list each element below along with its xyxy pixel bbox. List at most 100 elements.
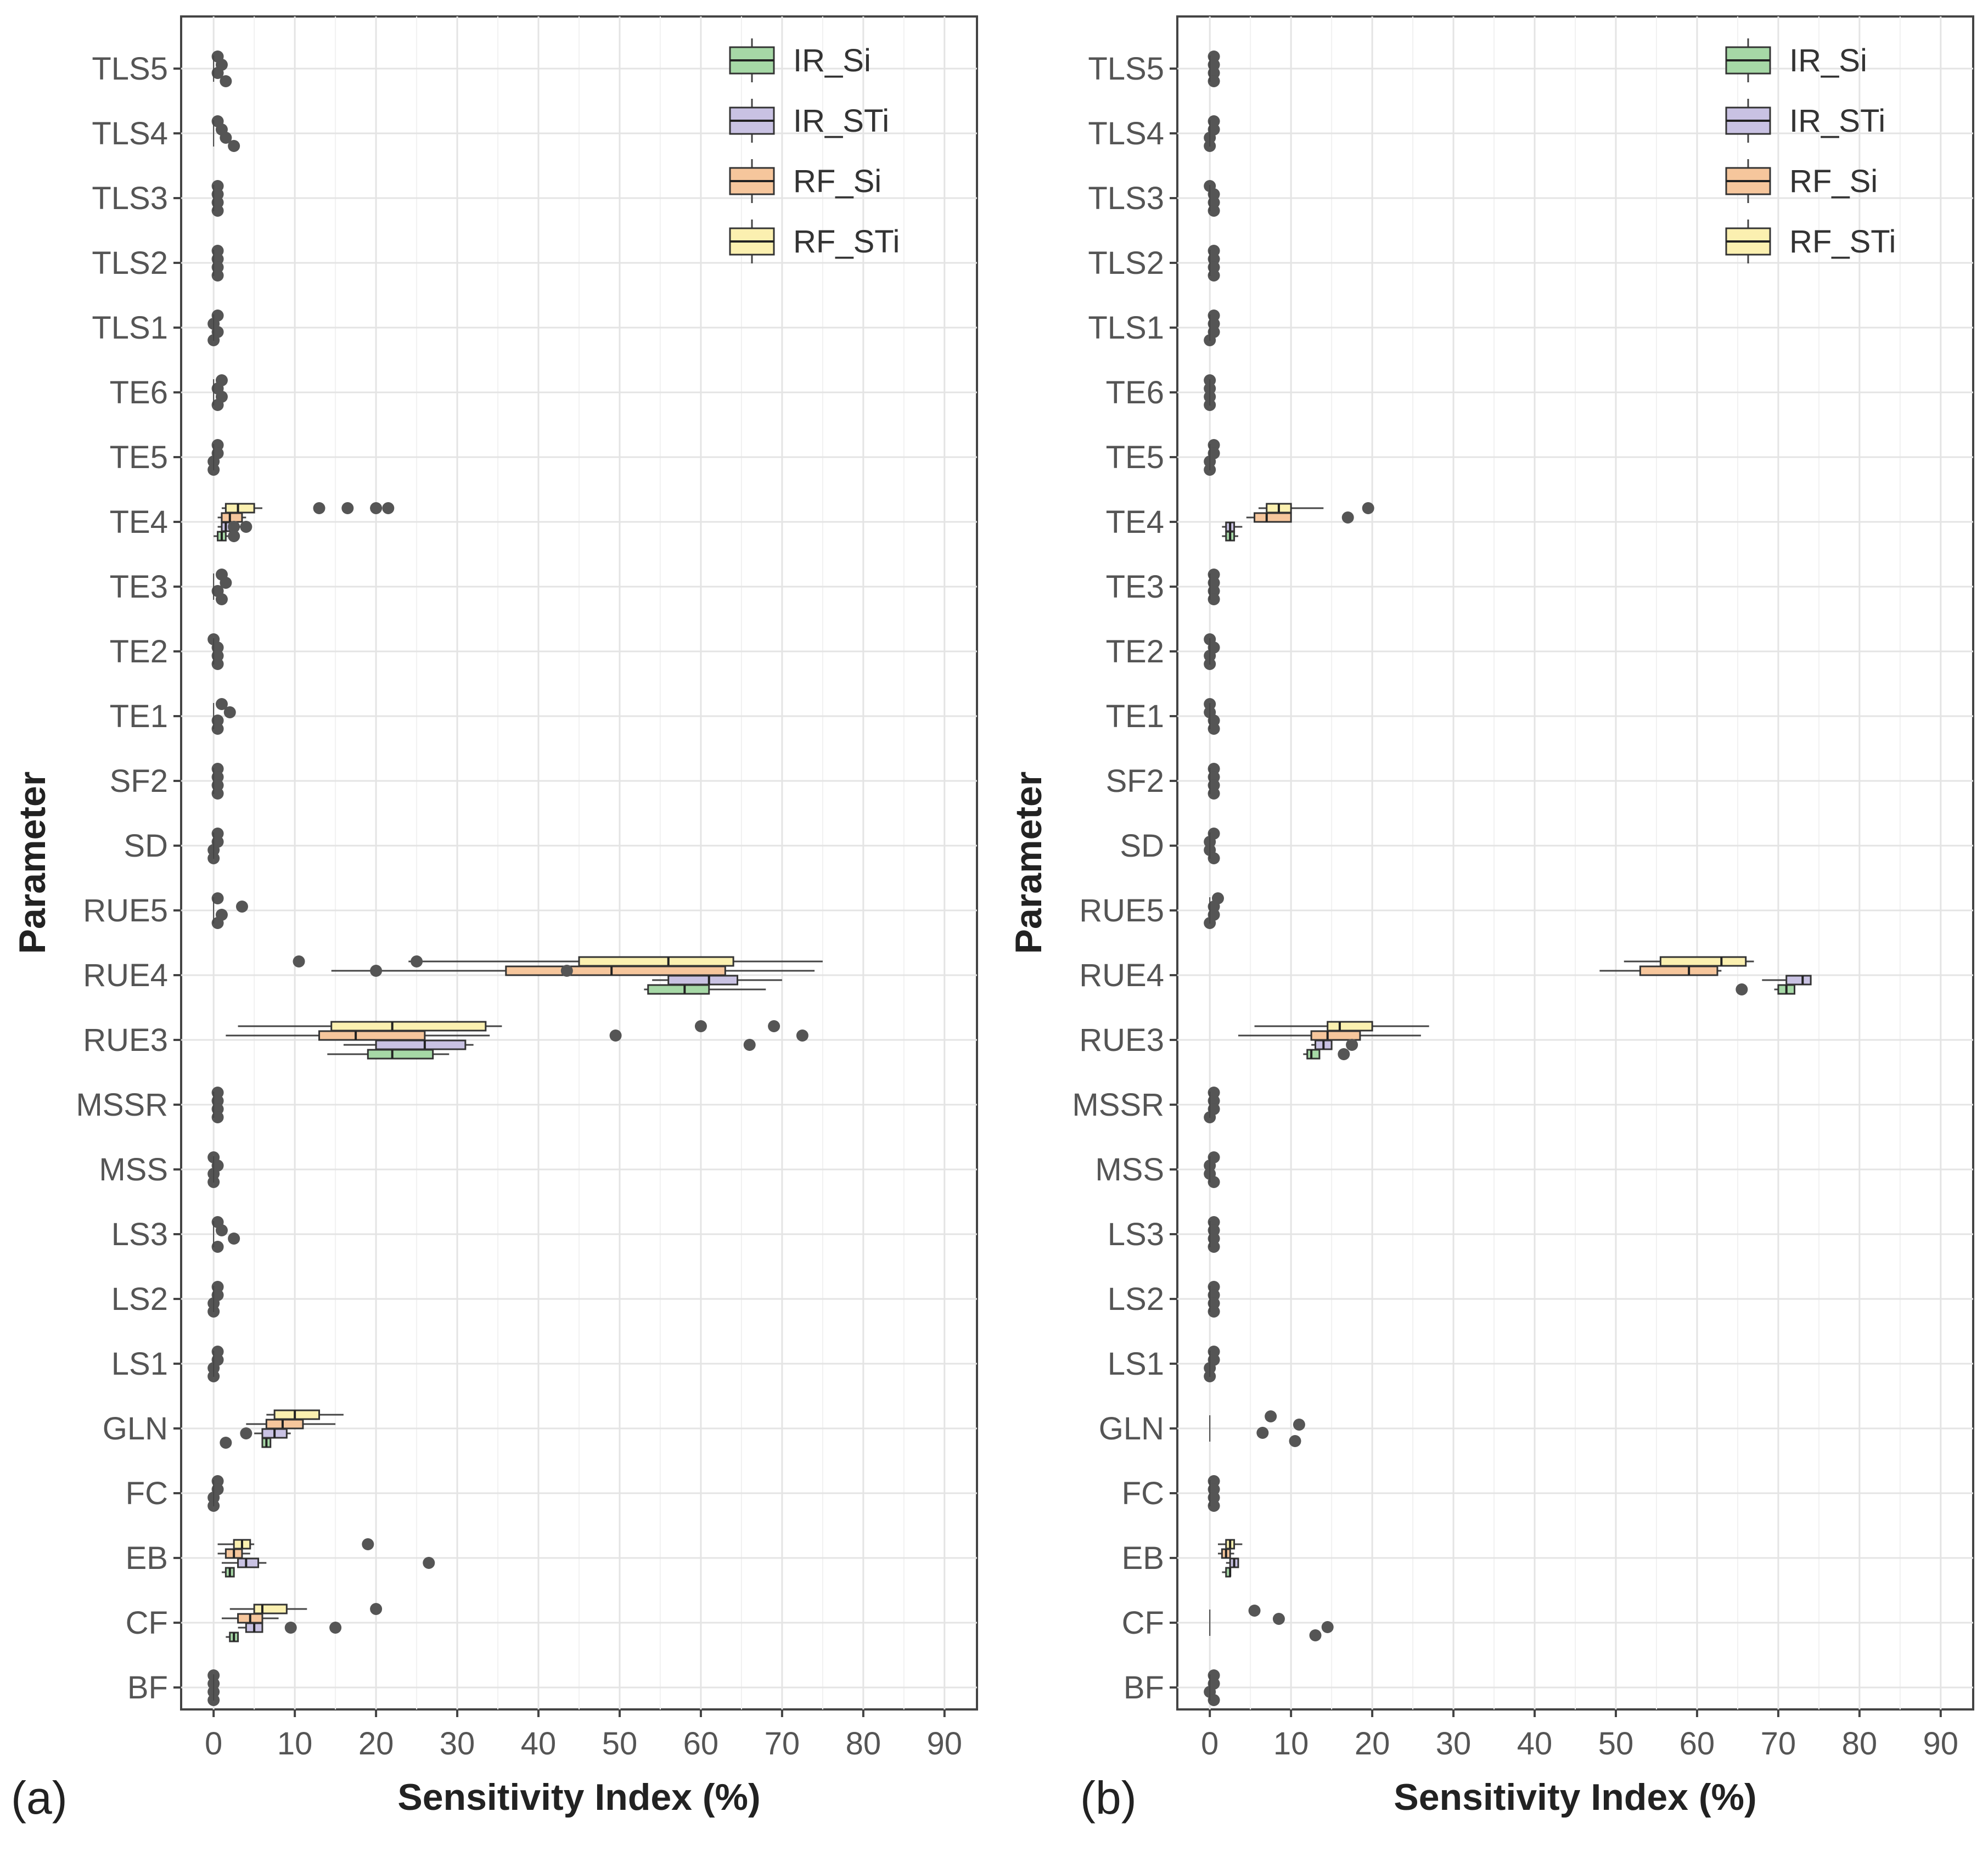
- y-tick-label: TLS2: [92, 245, 168, 281]
- legend-label: IR_STi: [793, 103, 889, 139]
- y-axis-ticks-a: TLS5 TLS4 TLS3 TLS2 TLS1 TE6 TE5 TE4 TE3 TE2 TE1 SF…: [76, 51, 181, 1706]
- data-point: [211, 723, 224, 735]
- data-point: [211, 205, 224, 217]
- data-point: [211, 892, 224, 904]
- boxplot: [1222, 1567, 1232, 1578]
- outlier-point: [240, 521, 252, 533]
- legend-label: RF_Si: [793, 164, 881, 199]
- x-tick-label: 20: [1355, 1726, 1390, 1762]
- x-tick-label: 70: [1761, 1726, 1796, 1762]
- x-tick-label: 80: [1842, 1726, 1878, 1762]
- y-tick-label: LS2: [111, 1281, 168, 1317]
- data-point: [1256, 1427, 1269, 1439]
- box: [578, 956, 734, 967]
- data-point: [211, 917, 224, 929]
- y-tick-label: GLN: [1099, 1411, 1164, 1447]
- box: [237, 1557, 260, 1568]
- y-tick-label: LS2: [1108, 1281, 1164, 1317]
- legend-label: IR_Si: [793, 43, 871, 78]
- points-a: [207, 50, 248, 1706]
- data-point: [1208, 205, 1220, 217]
- data-point: [211, 1111, 224, 1123]
- boxes-a: [214, 502, 823, 1642]
- data-point: [1208, 787, 1220, 800]
- legend-label: RF_Si: [1789, 164, 1878, 199]
- y-tick-label: TLS3: [1088, 181, 1164, 216]
- x-tick-label: 0: [205, 1726, 222, 1762]
- x-tick-label: 60: [1680, 1726, 1715, 1762]
- x-tick-label: 50: [1598, 1726, 1634, 1762]
- y-tick-label: FC: [1122, 1476, 1164, 1511]
- box: [253, 1604, 288, 1614]
- data-point: [1272, 1613, 1285, 1625]
- outlier-point: [743, 1039, 756, 1051]
- data-point: [1208, 1500, 1220, 1512]
- y-tick-label: TE6: [110, 375, 168, 410]
- boxplot: [652, 975, 782, 986]
- x-tick-label: 40: [1517, 1726, 1553, 1762]
- data-point: [1321, 1621, 1334, 1633]
- outlier-point: [362, 1538, 374, 1550]
- box: [367, 1049, 434, 1060]
- y-tick-label: TE3: [1106, 569, 1164, 605]
- boxplot: [1599, 965, 1722, 976]
- box: [375, 1039, 467, 1050]
- panel-label-b: (b): [1080, 1772, 1137, 1824]
- box: [224, 503, 255, 514]
- boxplot: [1217, 1539, 1243, 1550]
- data-point: [1208, 723, 1220, 735]
- data-point: [220, 132, 232, 144]
- y-tick-label: BF: [127, 1670, 168, 1706]
- boxplot: [1238, 1030, 1421, 1041]
- x-axis-title-a: Sensitivity Index (%): [397, 1776, 760, 1818]
- boxes-b: [1217, 502, 1812, 1578]
- data-point: [1208, 269, 1220, 282]
- data-point: [215, 698, 228, 710]
- box: [1310, 1030, 1361, 1041]
- legend-a: IR_Si IR_STi RF_Si RF_STi: [729, 38, 900, 263]
- x-tick-label: 30: [440, 1726, 475, 1762]
- data-point: [1208, 1306, 1220, 1318]
- data-point: [211, 399, 224, 411]
- data-point: [1208, 1176, 1220, 1188]
- x-tick-label: 80: [846, 1726, 881, 1762]
- boxplot: [246, 1419, 336, 1430]
- data-point: [1248, 1605, 1261, 1617]
- y-axis-title-b: Parameter: [1008, 772, 1049, 954]
- boxplot: [220, 1437, 272, 1449]
- data-point: [211, 658, 224, 670]
- outlier-point: [694, 1020, 707, 1032]
- box: [273, 1409, 321, 1420]
- x-tick-label: 50: [602, 1726, 638, 1762]
- legend-label: IR_STi: [1789, 103, 1885, 139]
- y-tick-label: TE2: [110, 634, 168, 669]
- legend-label: RF_STi: [793, 224, 900, 260]
- x-tick-label: 60: [683, 1726, 719, 1762]
- outlier-point: [560, 965, 573, 977]
- y-tick-label: LS1: [1108, 1346, 1164, 1382]
- points-b: [1204, 50, 1334, 1706]
- outlier-point: [370, 502, 383, 514]
- boxplot: [226, 1631, 239, 1642]
- boxplot: [238, 1622, 342, 1634]
- outlier-point: [1341, 511, 1354, 524]
- y-tick-label: EB: [1122, 1540, 1164, 1576]
- box: [1306, 1049, 1321, 1060]
- outlier-point: [370, 1603, 383, 1615]
- legend-item: RF_Si: [1725, 159, 1878, 203]
- panel-a: TLS5 TLS4 TLS3 TLS2 TLS1 TE6 TE5 TE4 TE3 TE2 TE1 SF…: [11, 15, 978, 1824]
- box: [1639, 965, 1719, 976]
- outlier-point: [220, 1437, 232, 1449]
- y-tick-label: RUE4: [83, 958, 168, 993]
- outlier-point: [329, 1622, 342, 1634]
- y-tick-label: MSS: [1095, 1152, 1164, 1188]
- legend-item: RF_STi: [1725, 220, 1896, 263]
- y-tick-label: SF2: [110, 763, 168, 799]
- boxplot: [1311, 1039, 1358, 1051]
- outlier-point: [284, 1622, 297, 1634]
- x-tick-label: 30: [1436, 1726, 1472, 1762]
- data-point: [215, 1224, 228, 1236]
- legend-label: RF_STi: [1789, 224, 1896, 260]
- boxplot: [1246, 511, 1354, 524]
